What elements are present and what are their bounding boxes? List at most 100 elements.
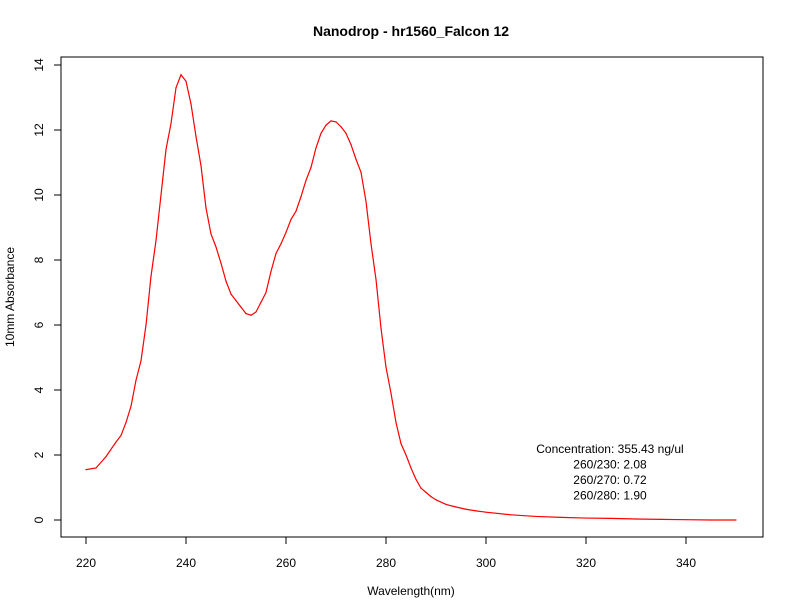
data-point [330, 120, 332, 122]
data-point [255, 311, 257, 313]
stats-annotation-line: 260/280: 1.90 [573, 489, 647, 503]
data-point [395, 421, 397, 424]
data-point [210, 233, 212, 235]
data-point [360, 171, 362, 173]
data-point [425, 491, 427, 493]
data-point [265, 291, 267, 294]
y-axis: 0 2 4 6 8 10 12 14 [32, 58, 62, 523]
data-point [485, 511, 487, 513]
data-point [195, 135, 197, 138]
data-point [430, 496, 432, 498]
x-tick-label: 240 [176, 556, 196, 570]
data-point [290, 218, 292, 220]
x-tick-label: 340 [676, 556, 696, 570]
data-point [310, 166, 312, 168]
data-point [165, 148, 167, 151]
stats-annotation-line: 260/270: 0.72 [573, 473, 647, 487]
x-tick-label: 220 [76, 556, 96, 570]
data-point [710, 519, 712, 521]
x-tick-label: 260 [276, 556, 296, 570]
data-point [410, 467, 412, 469]
x-tick-label: 300 [476, 556, 496, 570]
data-point [420, 487, 422, 489]
data-point [405, 454, 407, 456]
data-point [105, 456, 107, 458]
data-point [170, 122, 172, 125]
data-point [635, 518, 637, 520]
data-point [270, 270, 272, 272]
data-point [415, 478, 417, 480]
data-point [200, 165, 202, 167]
data-point [250, 314, 252, 316]
data-point [220, 262, 222, 264]
data-point [560, 516, 562, 519]
stats-annotation-line: Concentration: 355.43 ng/ul [536, 442, 683, 456]
data-point [400, 443, 402, 445]
data-point [385, 366, 387, 368]
data-point [660, 518, 662, 520]
data-point [275, 252, 277, 255]
data-point [735, 519, 737, 521]
data-point [300, 196, 302, 198]
data-point [325, 124, 327, 126]
data-point [285, 231, 287, 233]
data-point [135, 379, 137, 381]
data-point [215, 246, 217, 248]
data-point [685, 519, 687, 521]
y-axis-label: 10mm Absorbance [3, 247, 17, 347]
y-tick-label: 0 [32, 516, 46, 523]
absorbance-series-points [85, 74, 737, 521]
data-point [115, 441, 117, 443]
stats-annotation-line: 260/230: 2.08 [573, 458, 647, 472]
x-tick-label: 280 [376, 556, 396, 570]
data-point [365, 200, 367, 203]
data-point [475, 510, 477, 512]
data-point [280, 243, 282, 245]
x-axis: 220 240 260 280 300 320 340 [76, 536, 696, 570]
data-point [120, 434, 122, 437]
plot-frame [60, 56, 764, 538]
data-point [205, 207, 207, 209]
data-point [225, 280, 227, 282]
data-point [435, 499, 437, 501]
data-point [175, 87, 177, 89]
data-point [260, 301, 262, 303]
data-point [145, 324, 147, 326]
data-point [380, 327, 382, 329]
data-point [350, 144, 352, 146]
data-point [150, 275, 152, 277]
y-tick-label: 8 [32, 256, 46, 263]
data-point [130, 405, 132, 407]
data-point [185, 80, 187, 82]
chart-title: Nanodrop - hr1560_Falcon 12 [313, 23, 509, 39]
data-point [335, 121, 337, 123]
x-tick-label: 320 [576, 556, 596, 570]
data-point [370, 243, 372, 245]
data-point [85, 469, 87, 471]
y-tick-label: 14 [32, 58, 46, 72]
stats-annotation: Concentration: 355.43 ng/ul 260/230: 2.08… [536, 442, 683, 503]
data-point [140, 360, 142, 362]
data-point [510, 514, 512, 516]
y-tick-label: 4 [32, 386, 46, 393]
data-point [305, 179, 307, 181]
data-point [155, 239, 157, 242]
data-point [340, 126, 342, 128]
data-point [235, 300, 237, 302]
data-point [125, 421, 127, 424]
data-point [355, 158, 357, 160]
data-point [345, 132, 347, 134]
data-point [390, 392, 392, 394]
data-point [610, 517, 612, 519]
data-point [295, 210, 297, 212]
x-axis-label: Wavelength(nm) [367, 584, 455, 598]
data-point [240, 306, 242, 308]
y-tick-label: 10 [32, 188, 46, 202]
data-point [245, 313, 247, 315]
data-point [320, 132, 322, 134]
data-point [160, 194, 162, 196]
data-point [445, 503, 447, 505]
data-point [465, 508, 467, 510]
data-point [95, 467, 97, 469]
data-point [455, 506, 457, 508]
